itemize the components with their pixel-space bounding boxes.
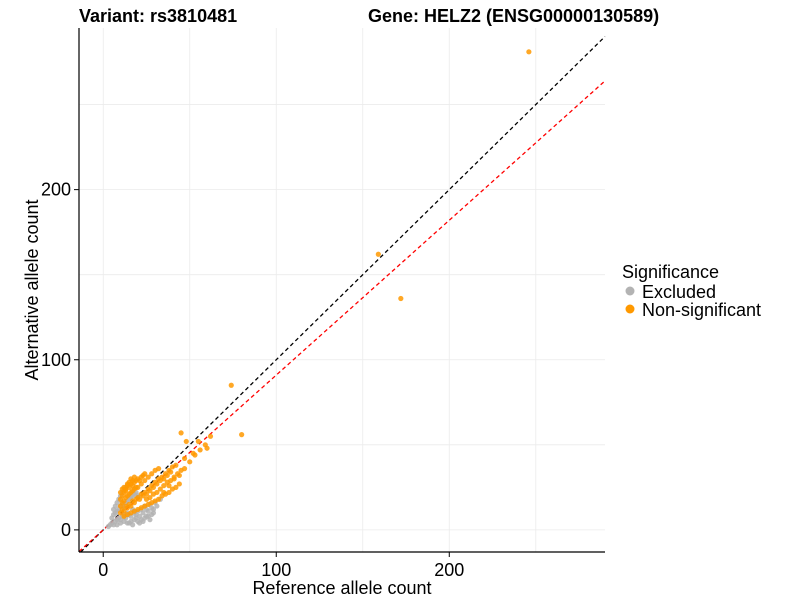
reference-line-identity bbox=[80, 36, 606, 553]
point-non-significant bbox=[195, 438, 201, 445]
axes bbox=[78, 28, 605, 553]
point-excluded bbox=[140, 518, 146, 524]
point-non-significant bbox=[161, 483, 167, 489]
point-non-significant bbox=[187, 459, 193, 465]
point-non-significant bbox=[121, 508, 127, 514]
data-points bbox=[105, 49, 532, 530]
point-non-significant bbox=[166, 489, 172, 496]
point-excluded bbox=[143, 513, 150, 519]
point-excluded bbox=[145, 508, 151, 514]
point-non-significant bbox=[171, 476, 177, 482]
legend-title: Significance bbox=[622, 262, 719, 282]
y-axis-label: Alternative allele count bbox=[22, 199, 42, 380]
point-excluded bbox=[154, 503, 160, 509]
point-non-significant bbox=[143, 491, 150, 497]
point-non-significant bbox=[157, 486, 163, 492]
point-non-significant bbox=[239, 432, 245, 438]
point-non-significant bbox=[147, 488, 153, 494]
point-non-significant bbox=[161, 489, 167, 496]
point-non-significant bbox=[197, 447, 203, 453]
point-non-significant bbox=[176, 481, 182, 487]
point-non-significant bbox=[178, 430, 184, 436]
point-non-significant bbox=[173, 462, 179, 468]
point-non-significant bbox=[131, 474, 137, 480]
point-non-significant bbox=[526, 49, 532, 55]
chart-title-gene: Gene: HELZ2 (ENSG00000130589) bbox=[368, 6, 659, 26]
point-non-significant bbox=[149, 471, 155, 477]
grid-lines bbox=[79, 28, 605, 552]
y-tick-label: 100 bbox=[41, 350, 71, 370]
point-excluded bbox=[147, 517, 153, 523]
point-non-significant bbox=[166, 483, 172, 489]
point-non-significant bbox=[142, 477, 148, 484]
point-non-significant bbox=[207, 433, 214, 439]
legend-label-excluded: Excluded bbox=[642, 282, 716, 302]
point-non-significant bbox=[181, 455, 188, 462]
x-axis-label: Reference allele count bbox=[252, 578, 431, 598]
point-excluded bbox=[130, 522, 136, 528]
point-non-significant bbox=[181, 466, 188, 472]
point-non-significant bbox=[136, 496, 143, 502]
point-excluded bbox=[133, 515, 139, 521]
x-tick-label: 200 bbox=[434, 560, 464, 580]
point-non-significant bbox=[173, 484, 179, 490]
point-non-significant bbox=[154, 489, 160, 496]
reference-lines bbox=[78, 36, 606, 553]
point-non-significant bbox=[154, 481, 160, 487]
point-non-significant bbox=[183, 438, 189, 445]
point-non-significant bbox=[168, 469, 174, 475]
point-non-significant bbox=[128, 503, 134, 509]
point-non-significant bbox=[176, 472, 182, 479]
y-tick-label: 0 bbox=[61, 520, 71, 540]
point-excluded bbox=[140, 510, 146, 516]
point-non-significant bbox=[161, 476, 167, 482]
point-non-significant bbox=[147, 494, 153, 501]
point-non-significant bbox=[135, 484, 141, 490]
point-non-significant bbox=[155, 496, 162, 502]
point-non-significant bbox=[190, 450, 196, 456]
point-non-significant bbox=[142, 471, 148, 477]
point-non-significant bbox=[138, 481, 144, 487]
point-non-significant bbox=[145, 474, 151, 480]
axis-ticks: 0 100 200 0 100 200 bbox=[41, 180, 464, 580]
x-tick-label: 100 bbox=[261, 560, 291, 580]
reference-line-fit bbox=[78, 80, 606, 553]
chart-title-variant: Variant: rs3810481 bbox=[79, 6, 237, 26]
y-tick-label: 200 bbox=[41, 180, 71, 200]
legend-label-non-significant: Non-significant bbox=[642, 300, 761, 320]
legend-marker-excluded bbox=[625, 286, 635, 296]
point-non-significant bbox=[150, 484, 157, 490]
x-tick-label: 0 bbox=[98, 560, 108, 580]
point-non-significant bbox=[398, 295, 404, 302]
point-non-significant bbox=[155, 466, 162, 472]
point-excluded bbox=[150, 510, 157, 516]
point-non-significant bbox=[123, 488, 129, 494]
point-non-significant bbox=[375, 251, 381, 257]
point-non-significant bbox=[228, 382, 234, 388]
point-non-significant bbox=[164, 472, 170, 479]
legend-marker-non-significant bbox=[625, 304, 635, 314]
point-non-significant bbox=[204, 445, 210, 451]
legend: Significance Excluded Non-significant bbox=[622, 262, 761, 320]
